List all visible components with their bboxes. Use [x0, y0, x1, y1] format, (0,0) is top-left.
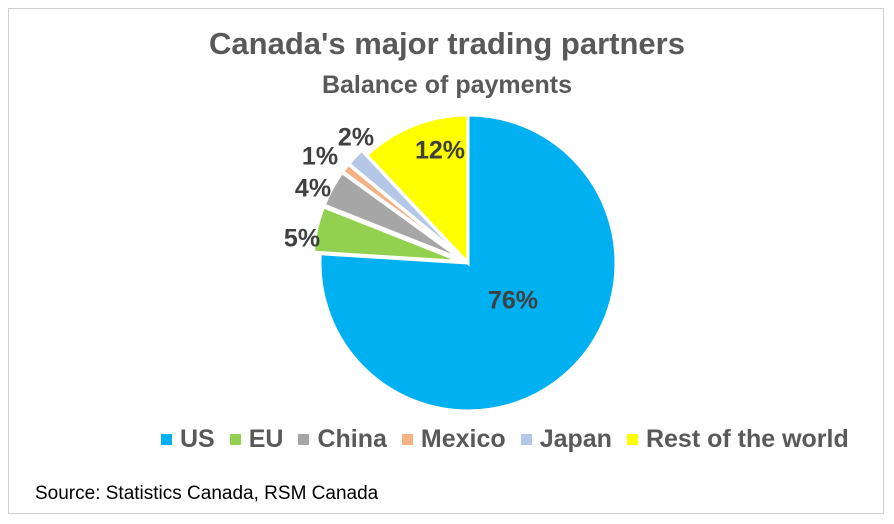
legend-swatch-mexico: [401, 434, 413, 445]
pie-slice-eu: [311, 205, 462, 263]
legend-item-us: US: [161, 425, 215, 454]
legend-label-china: China: [317, 425, 387, 453]
legend-swatch-china: [298, 434, 310, 445]
legend-item-japan: Japan: [520, 425, 612, 454]
source-note: Source: Statistics Canada, RSM Canada: [35, 483, 379, 504]
legend-item-mexico: Mexico: [401, 425, 506, 454]
data-label-mexico: 1%: [302, 143, 338, 171]
legend-item-eu: EU: [229, 425, 284, 454]
data-label-japan: 2%: [338, 124, 374, 152]
data-label-eu: 5%: [284, 225, 320, 253]
legend-label-mexico: Mexico: [420, 425, 506, 453]
data-label-us: 76%: [488, 287, 538, 315]
legend-label-japan: Japan: [539, 425, 612, 453]
legend-item-rest-of-world: Rest of the world: [626, 425, 849, 454]
legend-swatch-japan: [520, 434, 532, 445]
data-label-rest-of-world: 12%: [415, 137, 465, 165]
chart-legend: US EU China Mexico Japan Rest of the wor…: [161, 425, 849, 454]
data-label-china: 4%: [295, 175, 331, 203]
chart-subtitle: Balance of payments: [321, 71, 573, 99]
legend-item-china: China: [298, 425, 387, 454]
legend-swatch-us: [161, 434, 172, 445]
legend-swatch-rest-of-world: [626, 434, 638, 445]
legend-label-us: US: [180, 425, 215, 453]
pie-slice-rest-of-world: [364, 113, 470, 267]
legend-label-eu: EU: [248, 425, 284, 453]
pie-slice-japan: [346, 148, 464, 260]
legend-label-rest-of-world: Rest of the world: [645, 425, 849, 453]
legend-swatch-eu: [229, 434, 241, 445]
chart-title: Canada's major trading partners: [209, 26, 685, 61]
